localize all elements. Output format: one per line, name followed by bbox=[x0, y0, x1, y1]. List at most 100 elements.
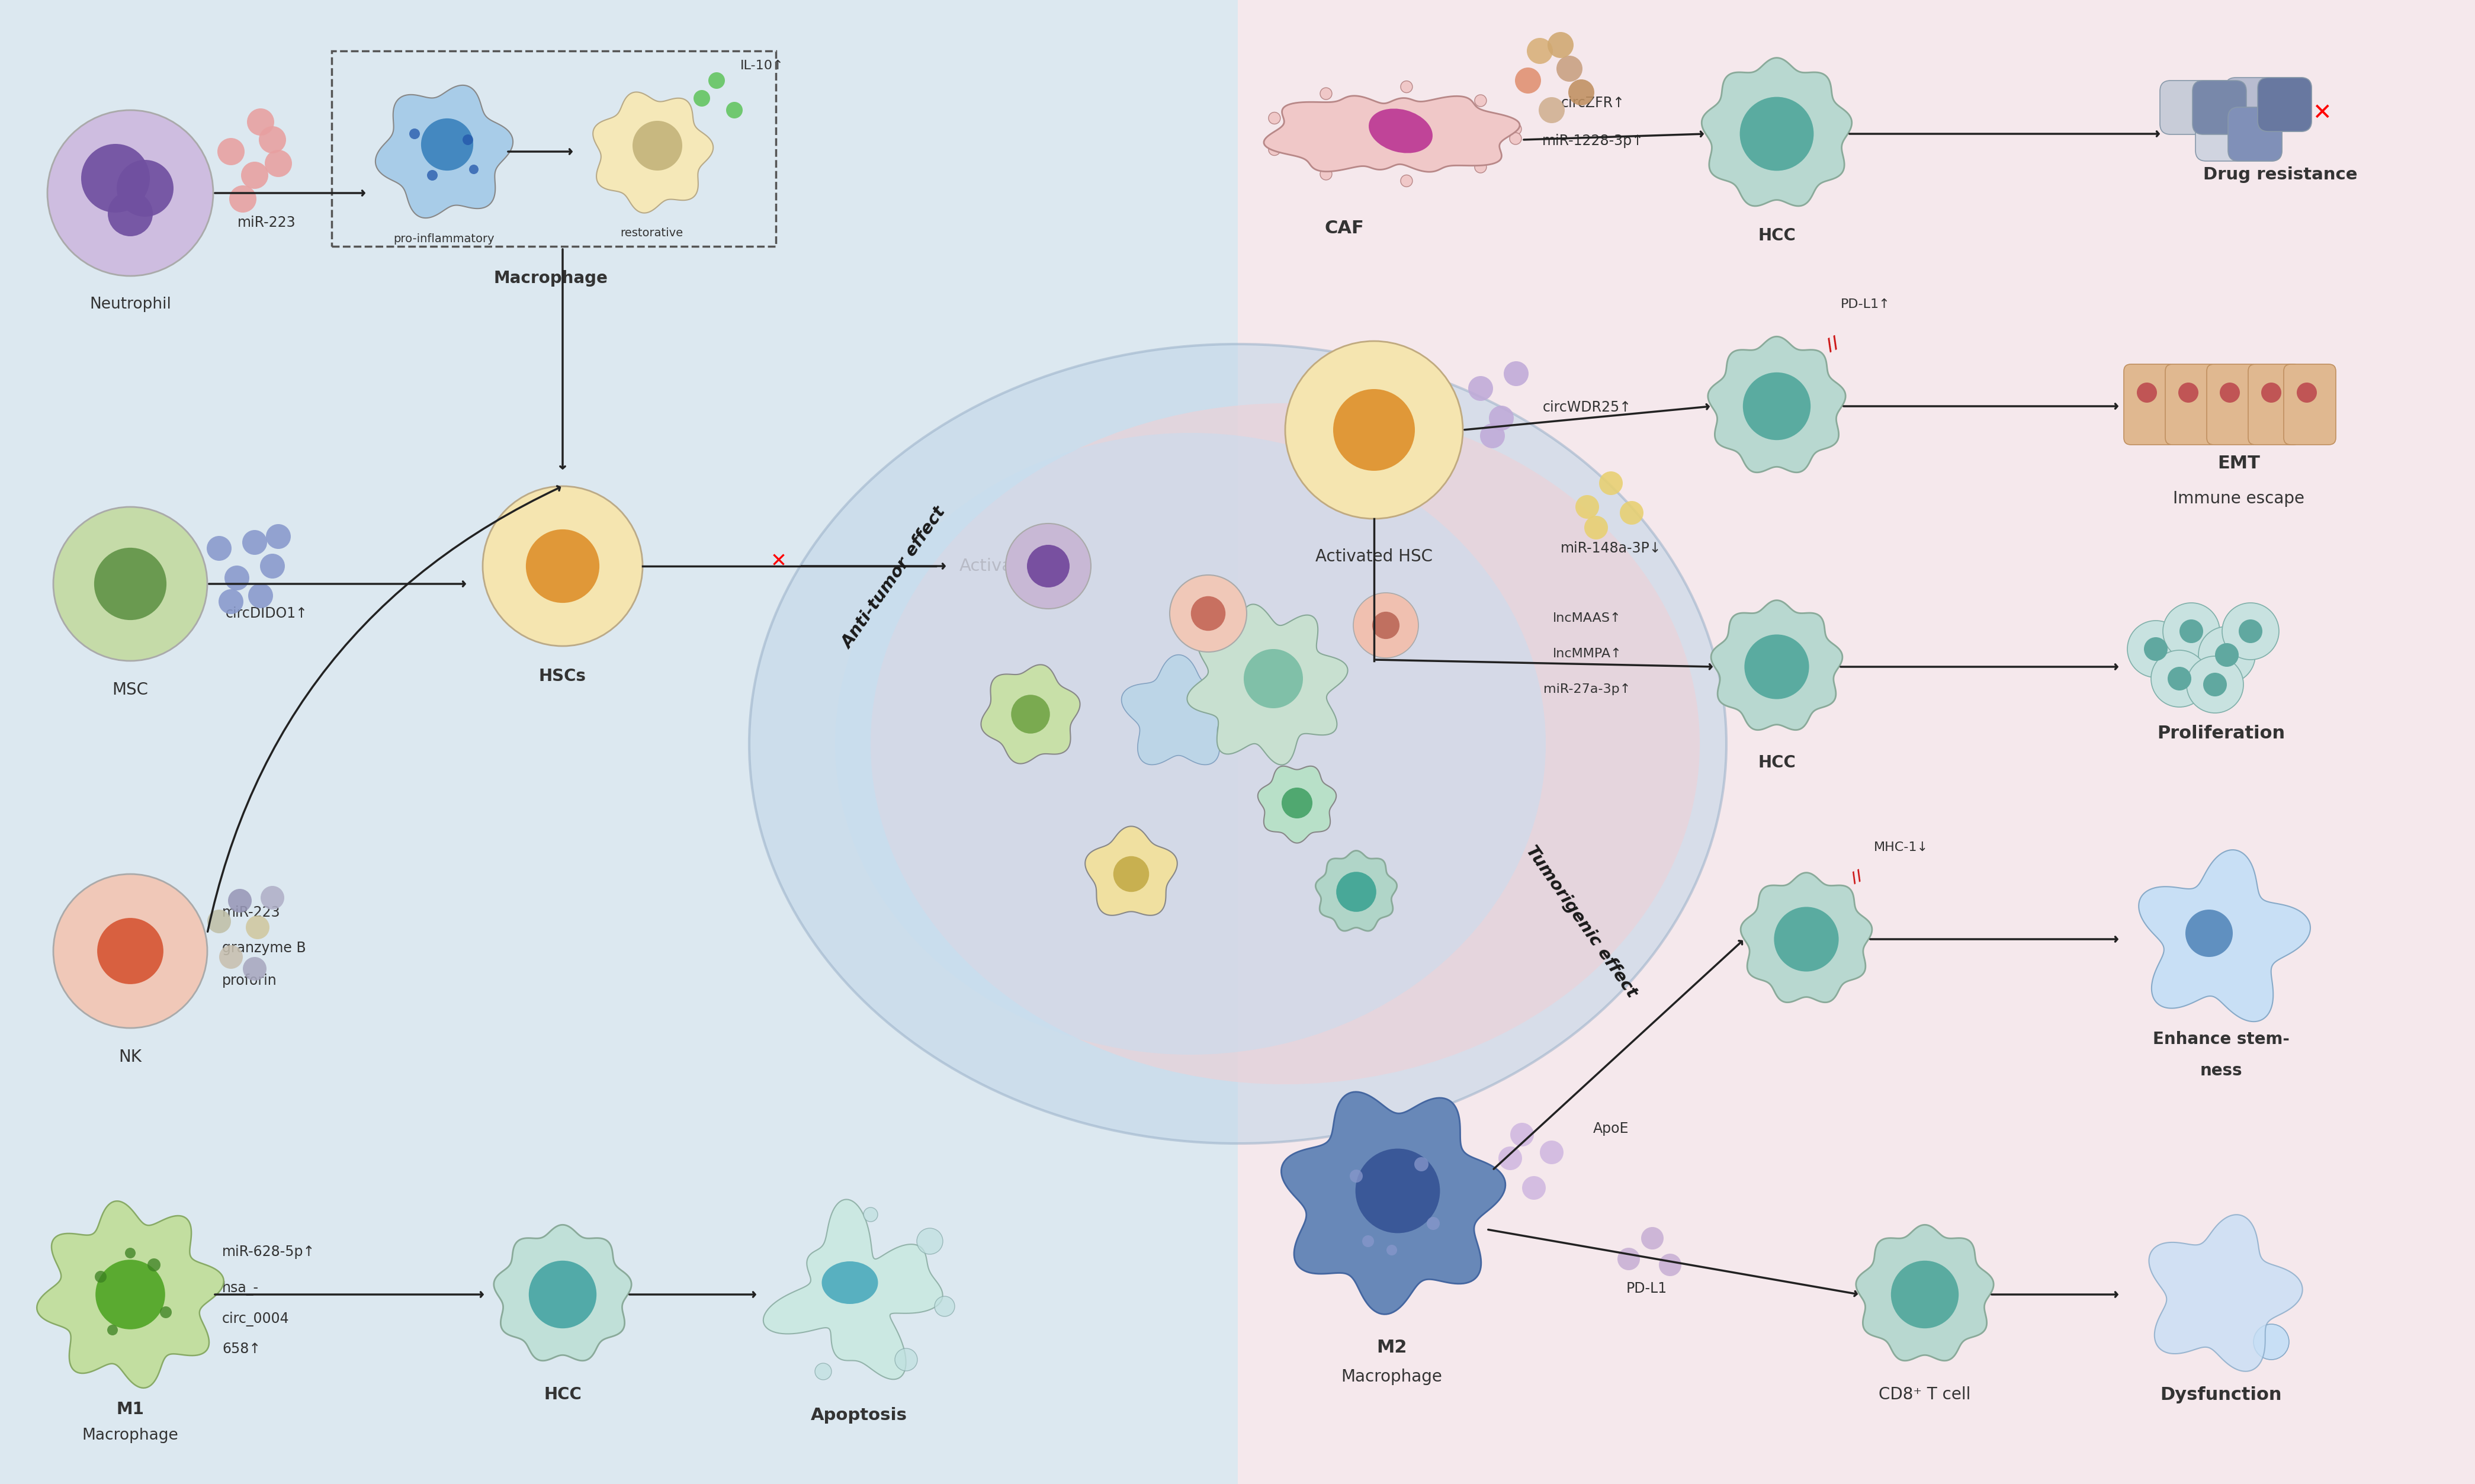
Circle shape bbox=[1270, 144, 1280, 156]
Text: HCC: HCC bbox=[544, 1386, 582, 1402]
Text: ness: ness bbox=[2200, 1063, 2242, 1079]
Circle shape bbox=[2178, 383, 2198, 402]
Circle shape bbox=[94, 1270, 106, 1282]
Text: miR-148a-3P↓: miR-148a-3P↓ bbox=[1559, 542, 1661, 555]
Circle shape bbox=[1356, 1149, 1440, 1233]
Text: hsa_-: hsa_- bbox=[223, 1281, 260, 1296]
Text: Neutrophil: Neutrophil bbox=[89, 297, 171, 312]
Circle shape bbox=[1539, 1141, 1564, 1165]
Circle shape bbox=[530, 1260, 596, 1328]
Circle shape bbox=[2185, 910, 2232, 957]
Circle shape bbox=[248, 583, 272, 608]
Circle shape bbox=[1349, 1169, 1364, 1183]
Text: Proliferation: Proliferation bbox=[2156, 724, 2284, 742]
Circle shape bbox=[2136, 383, 2158, 402]
Text: lncMAAS↑: lncMAAS↑ bbox=[1552, 613, 1621, 625]
Circle shape bbox=[2203, 672, 2228, 696]
Text: CD8⁺ T cell: CD8⁺ T cell bbox=[1879, 1386, 1970, 1402]
Circle shape bbox=[525, 530, 599, 603]
FancyBboxPatch shape bbox=[2225, 77, 2312, 132]
Circle shape bbox=[47, 110, 213, 276]
Circle shape bbox=[265, 524, 290, 549]
Circle shape bbox=[1891, 1260, 1958, 1328]
Circle shape bbox=[896, 1349, 918, 1371]
Text: HCC: HCC bbox=[1757, 754, 1797, 772]
Text: pro-inflammatory: pro-inflammatory bbox=[394, 233, 495, 245]
Text: Anti-tumor effect: Anti-tumor effect bbox=[839, 505, 950, 651]
Circle shape bbox=[228, 889, 252, 913]
Text: MHC-1↓: MHC-1↓ bbox=[1874, 841, 1928, 853]
Text: PD-L1↑: PD-L1↑ bbox=[1841, 298, 1891, 310]
Circle shape bbox=[421, 119, 473, 171]
Circle shape bbox=[408, 129, 421, 139]
Text: ✕: ✕ bbox=[770, 552, 787, 571]
Circle shape bbox=[1480, 423, 1505, 448]
Circle shape bbox=[208, 910, 230, 933]
Circle shape bbox=[2240, 619, 2262, 643]
Circle shape bbox=[2185, 656, 2242, 712]
Text: circZFR↑: circZFR↑ bbox=[1562, 96, 1626, 110]
Circle shape bbox=[265, 150, 292, 177]
Text: miR-27a-3p↑: miR-27a-3p↑ bbox=[1544, 683, 1631, 695]
Polygon shape bbox=[1238, 0, 2475, 1484]
Circle shape bbox=[1557, 56, 1582, 82]
Ellipse shape bbox=[750, 344, 1728, 1144]
FancyBboxPatch shape bbox=[2193, 80, 2247, 135]
Circle shape bbox=[1319, 168, 1332, 180]
Text: Enhance stem-: Enhance stem- bbox=[2153, 1031, 2289, 1048]
Circle shape bbox=[725, 102, 742, 119]
Circle shape bbox=[248, 108, 275, 135]
Polygon shape bbox=[1265, 96, 1520, 172]
Circle shape bbox=[1490, 405, 1515, 430]
Circle shape bbox=[208, 536, 233, 561]
Polygon shape bbox=[37, 1201, 223, 1388]
Text: lncMMPA↑: lncMMPA↑ bbox=[1552, 649, 1621, 660]
Text: restorative: restorative bbox=[621, 227, 683, 239]
Circle shape bbox=[260, 126, 287, 153]
Circle shape bbox=[82, 144, 151, 212]
Polygon shape bbox=[1084, 827, 1178, 916]
Circle shape bbox=[148, 1258, 161, 1272]
Text: miR-223: miR-223 bbox=[223, 905, 280, 920]
Circle shape bbox=[1510, 1123, 1534, 1147]
Text: Immune escape: Immune escape bbox=[2173, 490, 2304, 508]
Text: NK: NK bbox=[119, 1049, 141, 1066]
Text: circ_0004: circ_0004 bbox=[223, 1312, 290, 1327]
Circle shape bbox=[1742, 372, 1812, 441]
Circle shape bbox=[693, 91, 710, 107]
Circle shape bbox=[1510, 132, 1522, 144]
Ellipse shape bbox=[1369, 108, 1433, 153]
Circle shape bbox=[1413, 1158, 1428, 1171]
Circle shape bbox=[2297, 383, 2317, 402]
Circle shape bbox=[1475, 162, 1487, 174]
Text: Macrophage: Macrophage bbox=[493, 270, 609, 286]
Polygon shape bbox=[1703, 58, 1851, 206]
Circle shape bbox=[1354, 592, 1418, 657]
Circle shape bbox=[2168, 666, 2190, 690]
Circle shape bbox=[1740, 96, 1814, 171]
Circle shape bbox=[1371, 611, 1398, 640]
Circle shape bbox=[916, 1229, 943, 1254]
Circle shape bbox=[1497, 1147, 1522, 1171]
Circle shape bbox=[240, 162, 267, 188]
Circle shape bbox=[225, 565, 250, 591]
FancyBboxPatch shape bbox=[2124, 364, 2176, 445]
Circle shape bbox=[218, 589, 243, 614]
Circle shape bbox=[1468, 375, 1492, 401]
Text: Macrophage: Macrophage bbox=[82, 1428, 178, 1442]
Circle shape bbox=[260, 886, 285, 910]
Text: Activation: Activation bbox=[960, 558, 1047, 574]
Circle shape bbox=[243, 530, 267, 555]
Circle shape bbox=[1190, 597, 1225, 631]
Polygon shape bbox=[2138, 850, 2309, 1021]
Circle shape bbox=[708, 73, 725, 89]
Text: PD-L1: PD-L1 bbox=[1626, 1282, 1668, 1296]
Text: Activated HSC: Activated HSC bbox=[1314, 549, 1433, 565]
Circle shape bbox=[483, 487, 644, 646]
Text: Macrophage: Macrophage bbox=[1341, 1368, 1443, 1385]
Circle shape bbox=[1547, 33, 1574, 58]
Polygon shape bbox=[495, 1224, 631, 1361]
Polygon shape bbox=[1257, 766, 1337, 843]
Circle shape bbox=[936, 1297, 955, 1316]
Circle shape bbox=[1270, 113, 1280, 125]
